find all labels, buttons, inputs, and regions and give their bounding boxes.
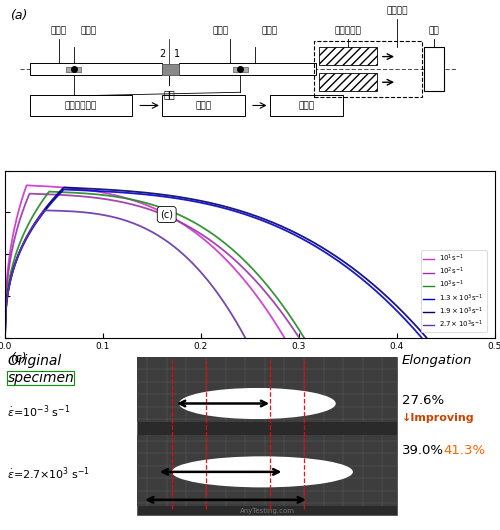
Text: 计算机: 计算机 [298, 101, 314, 110]
Text: 套筒式子弹: 套筒式子弹 [334, 26, 361, 36]
Text: 法兰: 法兰 [428, 26, 439, 36]
Text: $\dot{\varepsilon}$=10$^{-3}$ s$^{-1}$: $\dot{\varepsilon}$=10$^{-3}$ s$^{-1}$ [8, 403, 71, 420]
Text: 发射系统: 发射系统 [386, 6, 408, 15]
Text: 示波器: 示波器 [196, 101, 212, 110]
Bar [162, 95, 245, 116]
Text: 1: 1 [174, 49, 180, 59]
Text: (c): (c) [160, 209, 173, 219]
Bar [318, 74, 378, 92]
Bar [314, 41, 422, 98]
Ellipse shape [179, 388, 336, 419]
Text: 透射杆: 透射杆 [51, 26, 67, 36]
Text: 超动态应变仪: 超动态应变仪 [65, 101, 97, 110]
Bar [30, 95, 132, 116]
Ellipse shape [172, 456, 353, 488]
Bar [66, 67, 81, 72]
Legend: $10^1\mathrm{s}^{-1}$, $10^2\mathrm{s}^{-1}$, $10^3\mathrm{s}^{-1}$, $1.3\times1: $10^1\mathrm{s}^{-1}$, $10^2\mathrm{s}^{… [420, 250, 486, 332]
Text: 27.6%: 27.6% [402, 394, 444, 407]
Text: AnyTesting.com: AnyTesting.com [240, 508, 294, 514]
Bar [30, 64, 162, 75]
Text: (c): (c) [10, 352, 26, 365]
Bar [179, 64, 316, 75]
Text: 应变片: 应变片 [80, 26, 96, 36]
Text: $\dot{\varepsilon}$=2.7×10$^{3}$ s$^{-1}$: $\dot{\varepsilon}$=2.7×10$^{3}$ s$^{-1}… [8, 466, 90, 482]
Bar [162, 64, 179, 75]
Text: (a): (a) [10, 10, 28, 22]
Text: 41.3%: 41.3% [444, 444, 486, 457]
Text: Elongation: Elongation [402, 354, 472, 367]
Bar [270, 95, 343, 116]
Bar [138, 357, 397, 515]
Text: Original: Original [8, 354, 62, 368]
Bar [318, 47, 378, 65]
Bar [233, 67, 248, 72]
Text: 39.0%: 39.0% [402, 444, 444, 457]
Text: 2: 2 [160, 49, 166, 59]
Text: specimen: specimen [8, 371, 74, 385]
Bar [138, 357, 397, 422]
Text: 入射杆: 入射杆 [212, 26, 228, 36]
Text: ↓Improving: ↓Improving [402, 413, 474, 423]
Text: 试样: 试样 [164, 90, 175, 100]
X-axis label: Engineering Strain: Engineering Strain [204, 357, 296, 367]
Bar [424, 47, 444, 92]
Bar [138, 435, 397, 506]
Text: 应变片: 应变片 [262, 26, 278, 36]
